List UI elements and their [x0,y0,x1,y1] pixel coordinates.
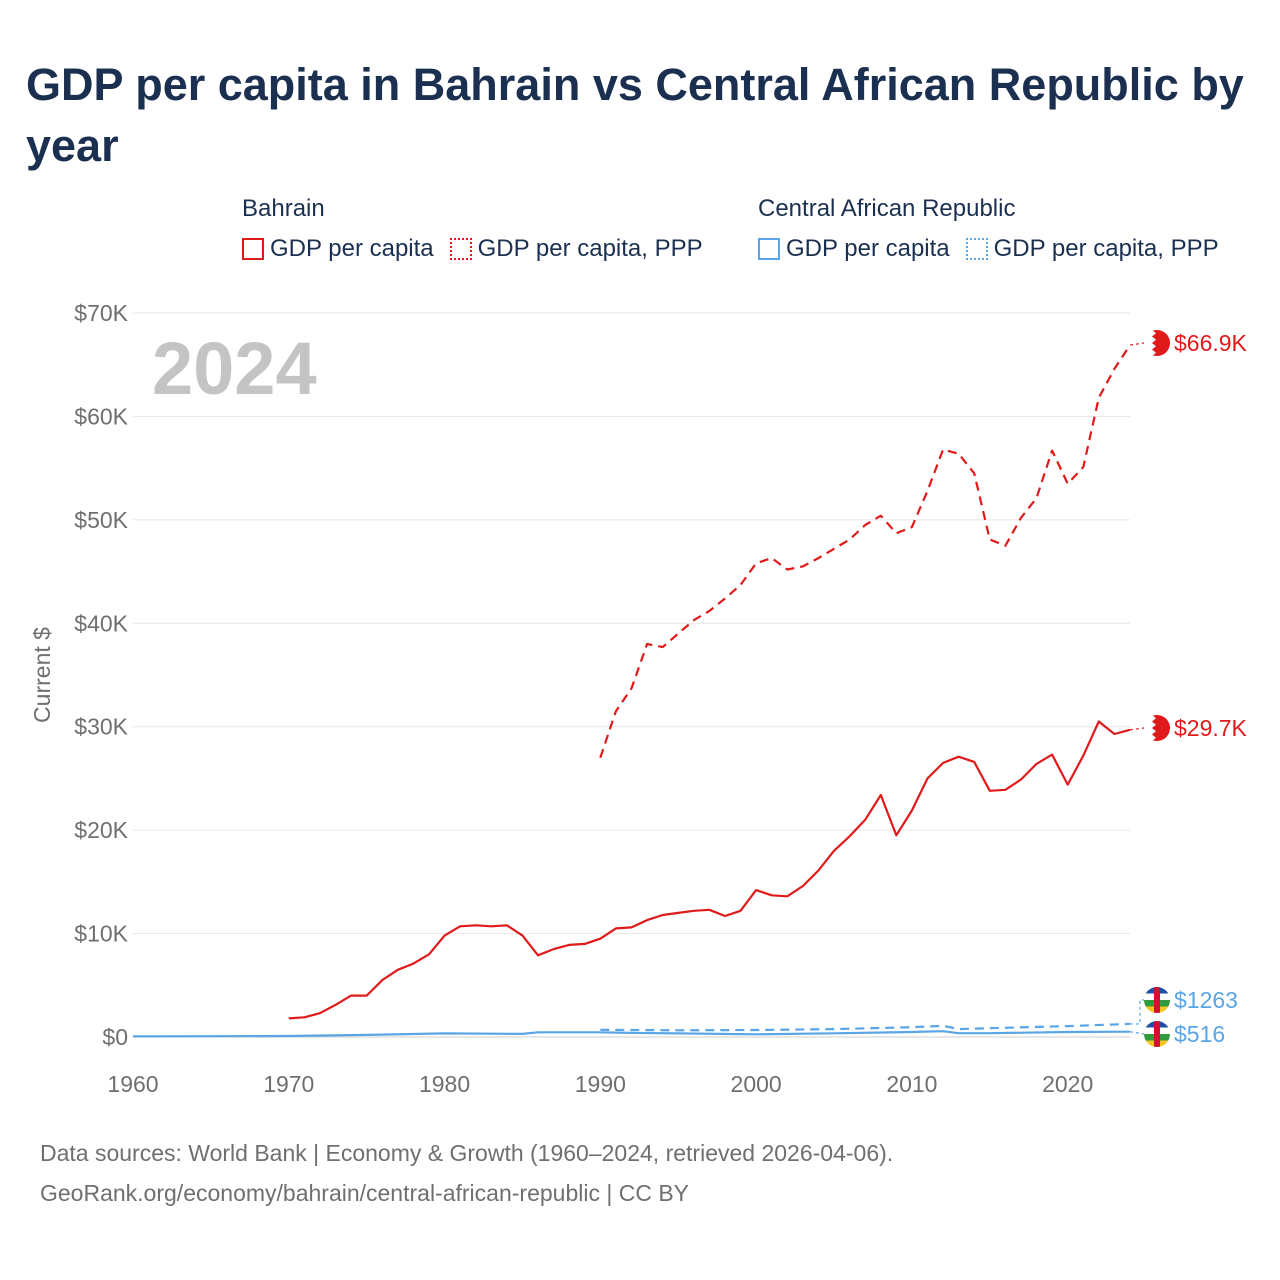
series-line [600,1022,1131,1032]
y-axis-title: Current $ [29,627,55,723]
y-tick-label: $60K [74,403,128,429]
series-line [288,720,1131,1020]
legend-item-label: GDP per capita, PPP [993,235,1219,262]
series [132,344,1131,1038]
series-line [132,1030,1131,1038]
y-tick-label: $0 [102,1024,128,1050]
label-leader-line [1129,727,1145,731]
legend-group-title: Bahrain [242,195,325,222]
flag-red-field [1152,715,1170,741]
legend-item-label: GDP per capita, PPP [477,235,703,262]
x-tick-label: 2010 [886,1071,937,1097]
label-leader-line [1129,342,1145,346]
y-tick-label: $50K [74,507,128,533]
series-end-label: $516 [1174,1021,1225,1047]
legend-group-title: Central African Republic [758,195,1016,222]
x-tick-label: 2020 [1042,1071,1093,1097]
y-tick-label: $70K [74,300,128,326]
x-tick-label: 1960 [107,1071,158,1097]
bahrain-flag-icon [1144,330,1170,356]
central-african-republic-flag-icon [1144,987,1170,1013]
year-watermark: 2024 [152,327,317,410]
axes: $0 $10K $20K $30K $40K $50K $60K $70K 1960 1970 19… [74,300,1093,1097]
legend-group-bahrain: Bahrain GDP per capita GDP per capita, P… [242,195,703,263]
legend-item-label: GDP per capita [270,235,434,262]
end-labels: $66.9K $29.7K $1263 $516 [1129,330,1248,1047]
footer-source: Data sources: World Bank | Economy & Gro… [40,1140,894,1166]
x-tick-label: 1980 [419,1071,470,1097]
flag-red-band [1154,1021,1160,1047]
flag-red-band [1154,987,1160,1013]
y-tick-label: $10K [74,921,128,947]
y-tick-label: $30K [74,714,128,740]
label-leader-line [1130,999,1144,1025]
flag-red-field [1152,330,1170,356]
bahrain-flag-icon [1144,715,1170,741]
x-tick-label: 1990 [575,1071,626,1097]
legend-item-car-gdp[interactable]: GDP per capita [758,235,950,263]
legend-group-car: Central African Republic GDP per capita … [758,195,1219,263]
y-tick-label: $20K [74,817,128,843]
x-tick-label: 2000 [731,1071,782,1097]
series-end-label: $66.9K [1174,330,1248,356]
dotted-swatch-icon [965,238,988,260]
label-leader-line [1129,1031,1145,1035]
dotted-swatch-icon [449,238,472,260]
page-title: GDP per capita in Bahrain vs Central Afr… [26,59,1244,171]
solid-swatch-icon [758,238,780,260]
series-end-label: $1263 [1174,987,1238,1013]
gridlines [133,312,1130,1038]
legend-item-car-gdp-ppp[interactable]: GDP per capita, PPP [965,235,1219,263]
x-tick-label: 1970 [263,1071,314,1097]
footer-credit: GeoRank.org/economy/bahrain/central-afri… [40,1180,689,1206]
legend-item-label: GDP per capita [786,235,950,262]
solid-swatch-icon [242,238,264,260]
y-tick-label: $40K [74,610,128,636]
central-african-republic-flag-icon [1144,1021,1170,1047]
legend-item-bahrain-gdp[interactable]: GDP per capita [242,235,434,263]
series-end-label: $29.7K [1174,715,1248,741]
series-line [599,344,1131,759]
legend-item-bahrain-gdp-ppp[interactable]: GDP per capita, PPP [449,235,703,263]
